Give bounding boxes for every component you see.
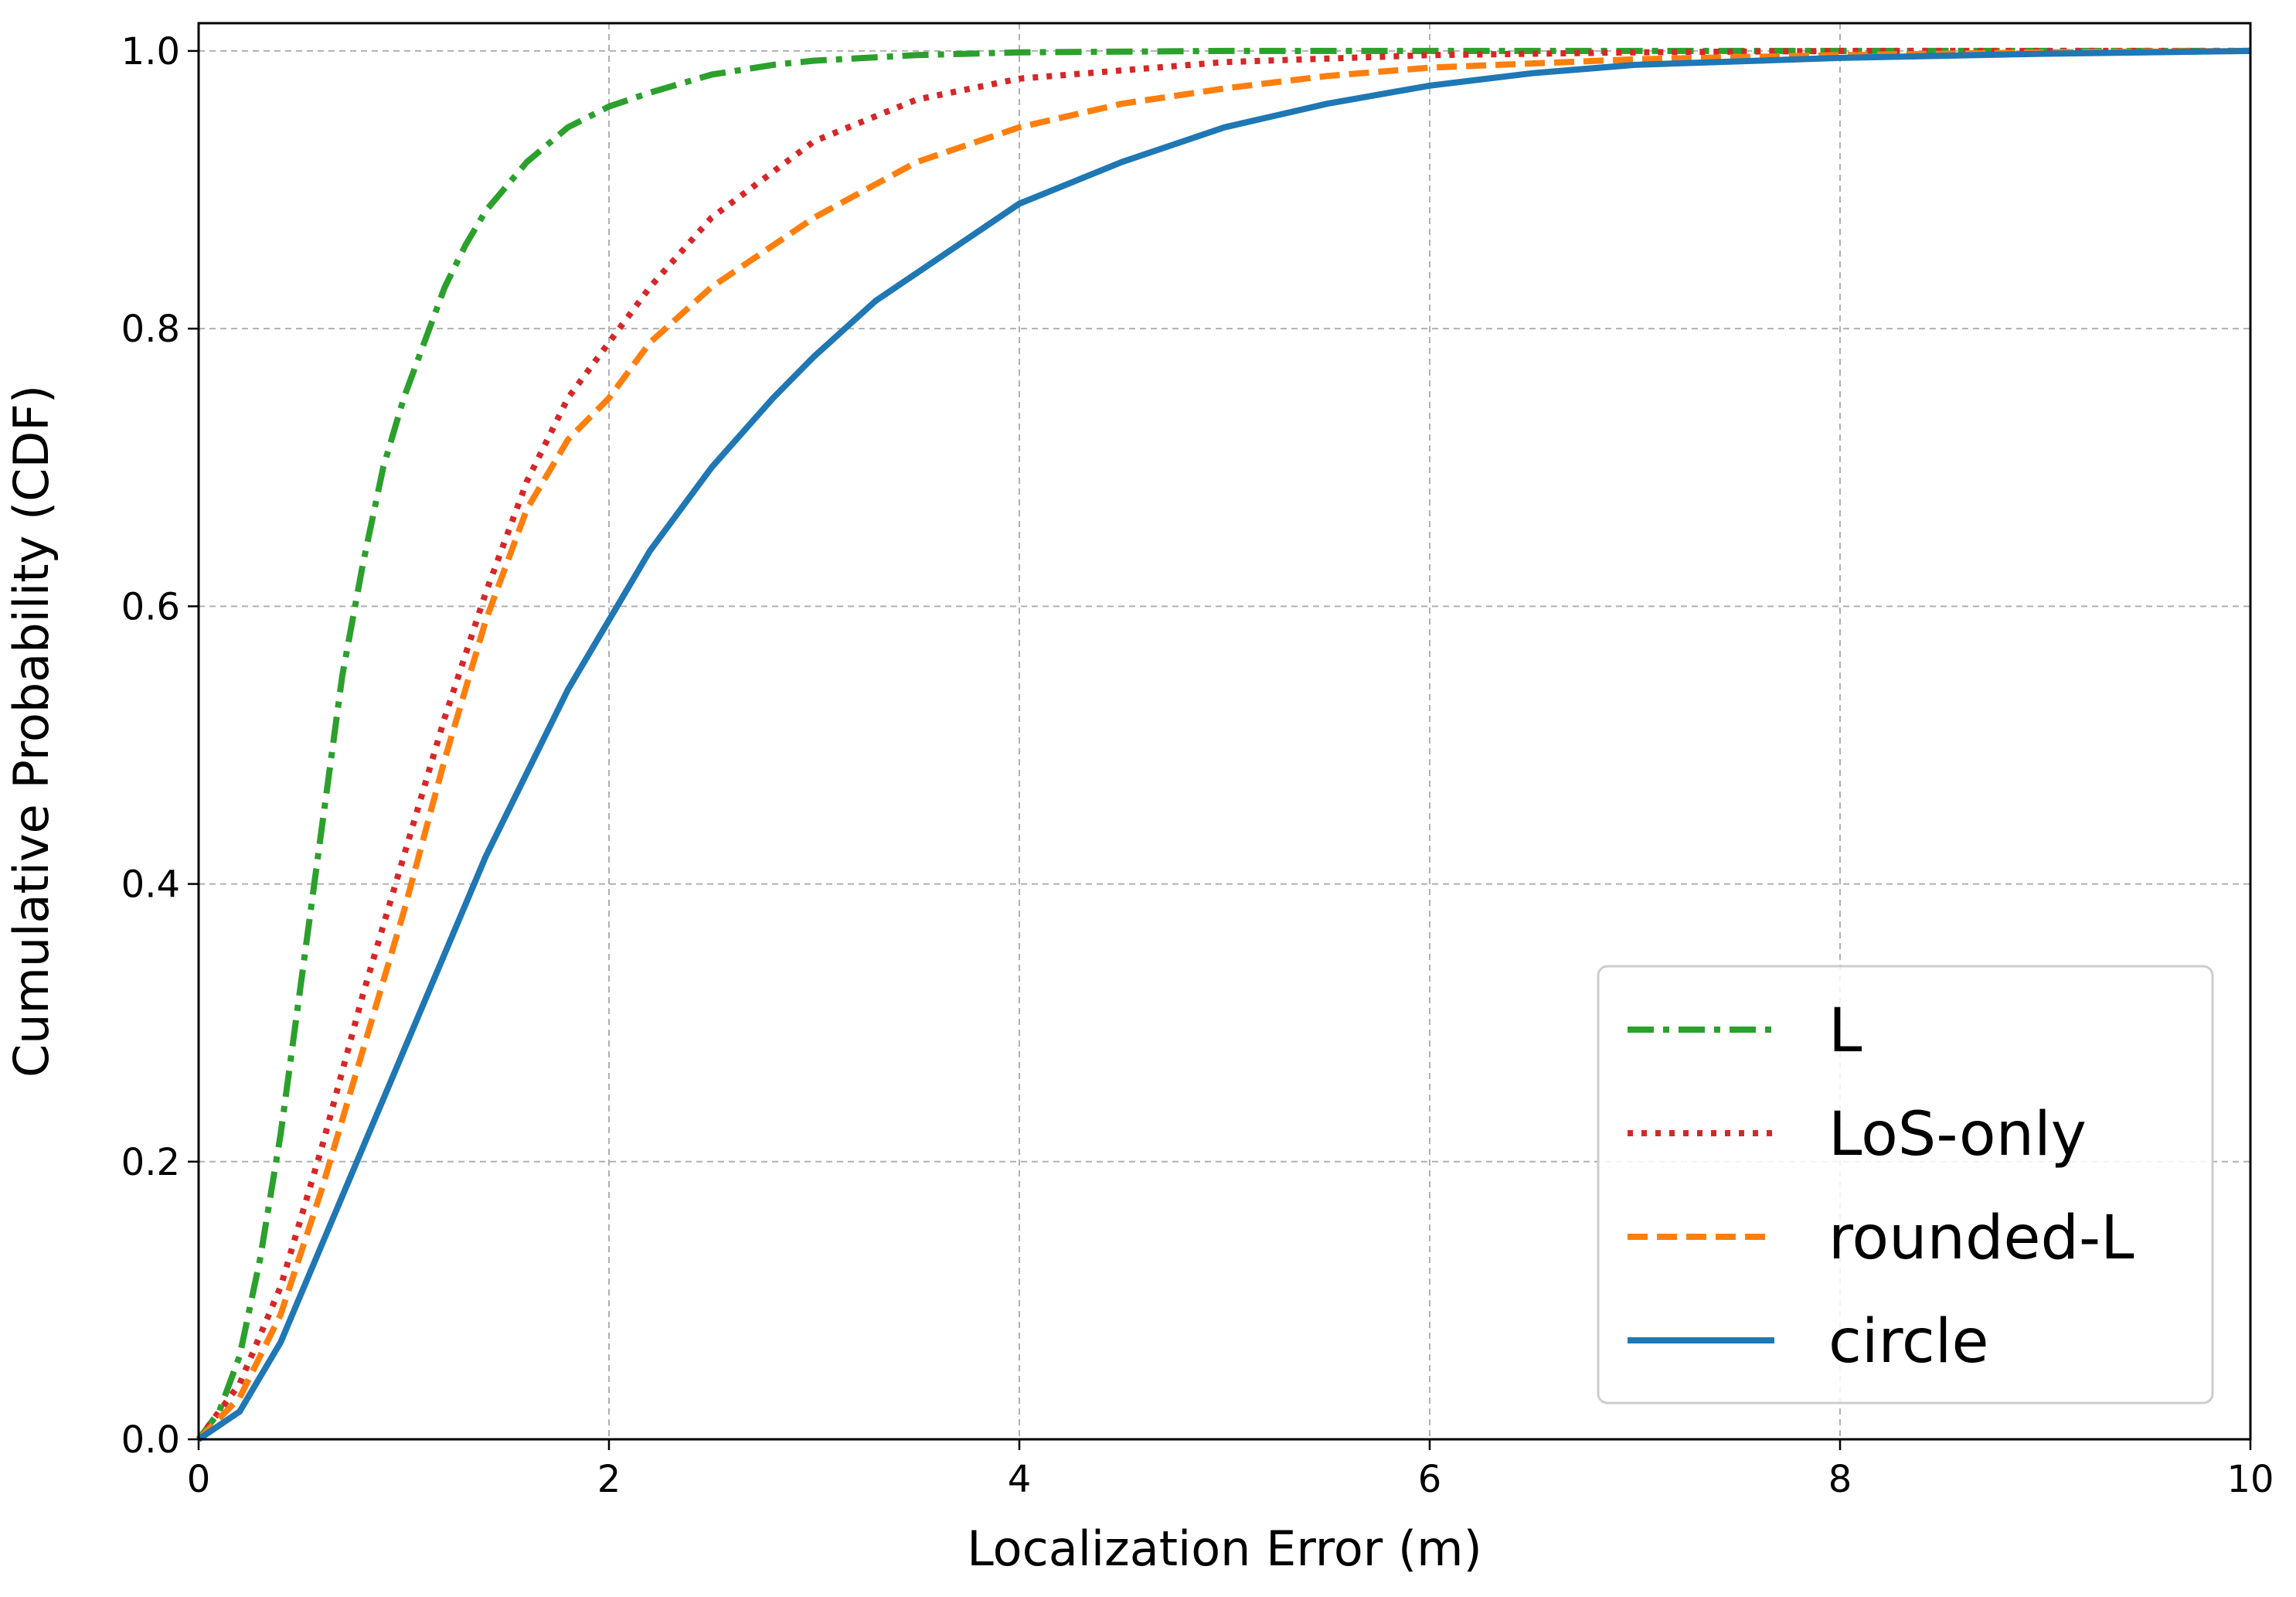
- series-line-circle: [196, 47, 2251, 1442]
- x-tick-label: 10: [2226, 1458, 2274, 1501]
- x-axis-ticks: 0 2 4 6 8 10: [187, 1439, 2274, 1501]
- series-line-rounded-l: [196, 47, 2251, 1442]
- y-tick-label: 0.0: [121, 1418, 180, 1462]
- x-tick-label: 0: [187, 1458, 211, 1501]
- legend: L LoS-only rounded-L circle: [1597, 965, 2214, 1405]
- x-tick-label: 2: [597, 1458, 621, 1501]
- plot-frame: [197, 22, 2252, 1441]
- x-axis-label: Localization Error (m): [967, 1520, 1482, 1577]
- x-tick-label: 6: [1418, 1458, 1442, 1501]
- legend-label-circle: circle: [1828, 1307, 1988, 1377]
- legend-label-los-only: LoS-only: [1828, 1100, 2087, 1170]
- y-tick-label: 0.8: [121, 308, 180, 351]
- legend-label-rounded-l: rounded-L: [1828, 1204, 2134, 1273]
- legend-label-l: L: [1828, 996, 1862, 1066]
- series-line-l: [196, 47, 2250, 1442]
- y-axis-ticks: 0.0 0.2 0.4 0.6 0.8 1.0: [121, 30, 199, 1462]
- y-tick-label: 0.6: [121, 585, 180, 628]
- y-tick-label: 1.0: [121, 30, 180, 73]
- x-tick-label: 4: [1008, 1458, 1032, 1501]
- series-lines: [196, 47, 2251, 1442]
- legend-box: [1597, 965, 2214, 1405]
- y-tick-label: 0.2: [121, 1141, 180, 1184]
- y-axis-label: Cumulative Probability (CDF): [3, 385, 60, 1078]
- x-tick-label: 8: [1828, 1458, 1852, 1501]
- y-tick-label: 0.4: [121, 863, 180, 907]
